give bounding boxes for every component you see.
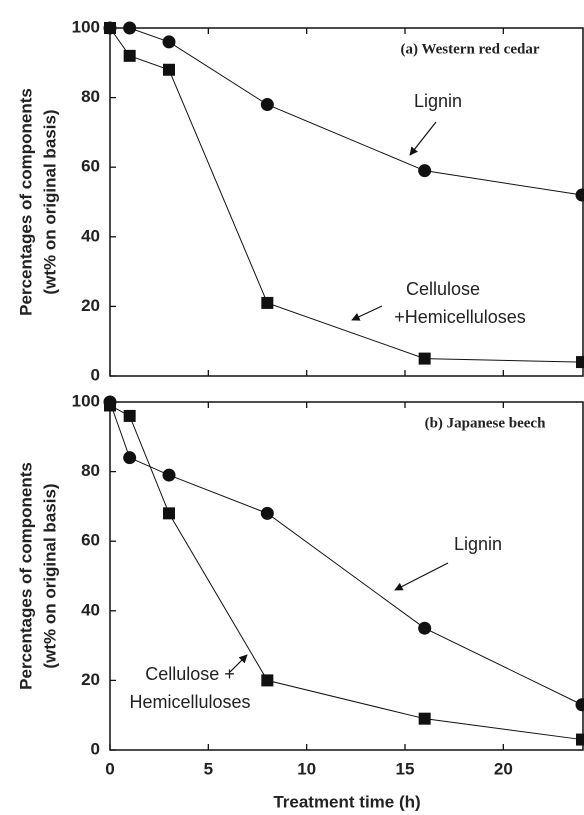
point bbox=[163, 63, 175, 76]
series-label: Lignin bbox=[414, 91, 462, 111]
series-line bbox=[109, 405, 583, 741]
point bbox=[123, 451, 137, 465]
arrows bbox=[229, 121, 449, 673]
point bbox=[123, 49, 136, 62]
point bbox=[104, 22, 116, 34]
y-tick-label: 80 bbox=[81, 87, 100, 106]
plot-frame bbox=[109, 27, 584, 377]
x-tick-label: 10 bbox=[297, 759, 316, 778]
y-tick-label: 20 bbox=[81, 296, 100, 315]
y-tick-label: 40 bbox=[81, 226, 100, 245]
series-label: Hemicelluloses bbox=[129, 692, 250, 712]
series-label: +Hemicelluloses bbox=[394, 307, 526, 327]
y-axis-label: Percentages of components bbox=[16, 462, 35, 690]
x-tick-label: 0 bbox=[105, 759, 114, 778]
y-tick-label: 0 bbox=[91, 739, 100, 758]
series-label: Lignin bbox=[454, 534, 502, 554]
point bbox=[418, 712, 431, 725]
y-tick-label: 60 bbox=[81, 531, 100, 550]
x-tick-label: 5 bbox=[204, 759, 213, 778]
y-tick-label: 100 bbox=[72, 391, 100, 410]
series-label: Cellulose + bbox=[145, 664, 235, 684]
point bbox=[104, 399, 116, 412]
x-tick-label: 15 bbox=[396, 759, 415, 778]
y-axis-label: (wt% on original basis) bbox=[40, 483, 59, 668]
point bbox=[418, 352, 431, 365]
y-tick-label: 20 bbox=[81, 670, 100, 689]
point bbox=[576, 733, 584, 746]
point bbox=[418, 164, 432, 178]
point bbox=[162, 35, 176, 49]
point bbox=[162, 468, 176, 482]
point bbox=[261, 296, 274, 309]
series-label: Cellulose bbox=[406, 279, 480, 299]
point bbox=[260, 98, 274, 112]
plot-frame bbox=[109, 401, 584, 751]
point bbox=[575, 698, 584, 712]
y-axis-label: Percentages of components bbox=[16, 88, 35, 316]
arrow bbox=[394, 562, 449, 591]
point bbox=[123, 409, 136, 422]
point bbox=[260, 506, 274, 520]
point bbox=[123, 21, 137, 35]
y-tick-label: 60 bbox=[81, 157, 100, 176]
y-tick-label: 100 bbox=[72, 17, 100, 36]
chart-title: (a) Western red cedar bbox=[401, 41, 540, 57]
y-tick-label: 0 bbox=[91, 365, 100, 384]
x-tick-label: 20 bbox=[494, 759, 513, 778]
x-axis-label: Treatment time (h) bbox=[273, 792, 420, 811]
point bbox=[418, 621, 432, 635]
chart-title: (b) Japanese beech bbox=[425, 415, 546, 431]
arrow bbox=[229, 654, 248, 673]
point bbox=[576, 356, 584, 369]
y-tick-label: 40 bbox=[81, 600, 100, 619]
point bbox=[575, 188, 584, 202]
y-tick-label: 80 bbox=[81, 461, 100, 480]
arrow bbox=[409, 121, 437, 156]
arrow bbox=[351, 305, 383, 321]
series-line bbox=[109, 401, 583, 706]
point bbox=[163, 507, 175, 520]
y-axis-label: (wt% on original basis) bbox=[40, 109, 59, 294]
point bbox=[261, 674, 274, 687]
